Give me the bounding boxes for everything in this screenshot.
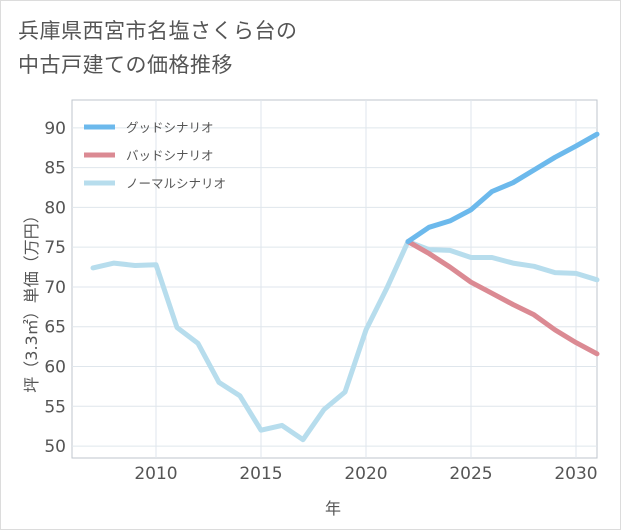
y-tick-label-90: 90: [44, 119, 66, 139]
series-line-bad: [405, 239, 600, 357]
chart-title-line-2: 中古戸建ての価格推移: [18, 53, 233, 77]
chart-title-line-1: 兵庫県西宮市名塩さくら台の: [18, 19, 298, 43]
y-axis-ticks: 50 55 60 65 70 75 80 85 90: [44, 119, 66, 457]
legend-label-normal: ノーマルシナリオ: [126, 176, 226, 191]
x-tick-label-2030: 2030: [554, 464, 597, 484]
series-line-normal: [90, 239, 600, 443]
x-axis-title: 年: [325, 499, 341, 518]
chart-title: 兵庫県西宮市名塩さくら台の 中古戸建ての価格推移: [18, 14, 438, 82]
x-tick-label-2015: 2015: [239, 464, 282, 484]
y-tick-label-85: 85: [44, 159, 66, 179]
x-tick-label-2025: 2025: [449, 464, 492, 484]
x-tick-label-2010: 2010: [134, 464, 177, 484]
y-tick-label-80: 80: [44, 198, 66, 218]
y-tick-label-60: 60: [44, 358, 66, 378]
x-tick-label-2020: 2020: [344, 464, 387, 484]
y-tick-label-75: 75: [44, 238, 66, 258]
legend-label-good: グッドシナリオ: [126, 120, 214, 135]
y-tick-label-50: 50: [44, 437, 66, 457]
y-tick-label-55: 55: [44, 397, 66, 417]
series-line-good: [405, 131, 600, 245]
series-lines: [90, 131, 600, 443]
y-tick-label-70: 70: [44, 278, 66, 298]
x-axis-ticks: 2010 2015 2020 2025 2030: [134, 464, 597, 484]
legend-label-bad: バッドシナリオ: [126, 148, 214, 163]
y-axis-title: 坪（3.3㎡）単価（万円）: [22, 207, 41, 392]
grid: [72, 100, 597, 458]
y-tick-label-65: 65: [44, 318, 66, 338]
